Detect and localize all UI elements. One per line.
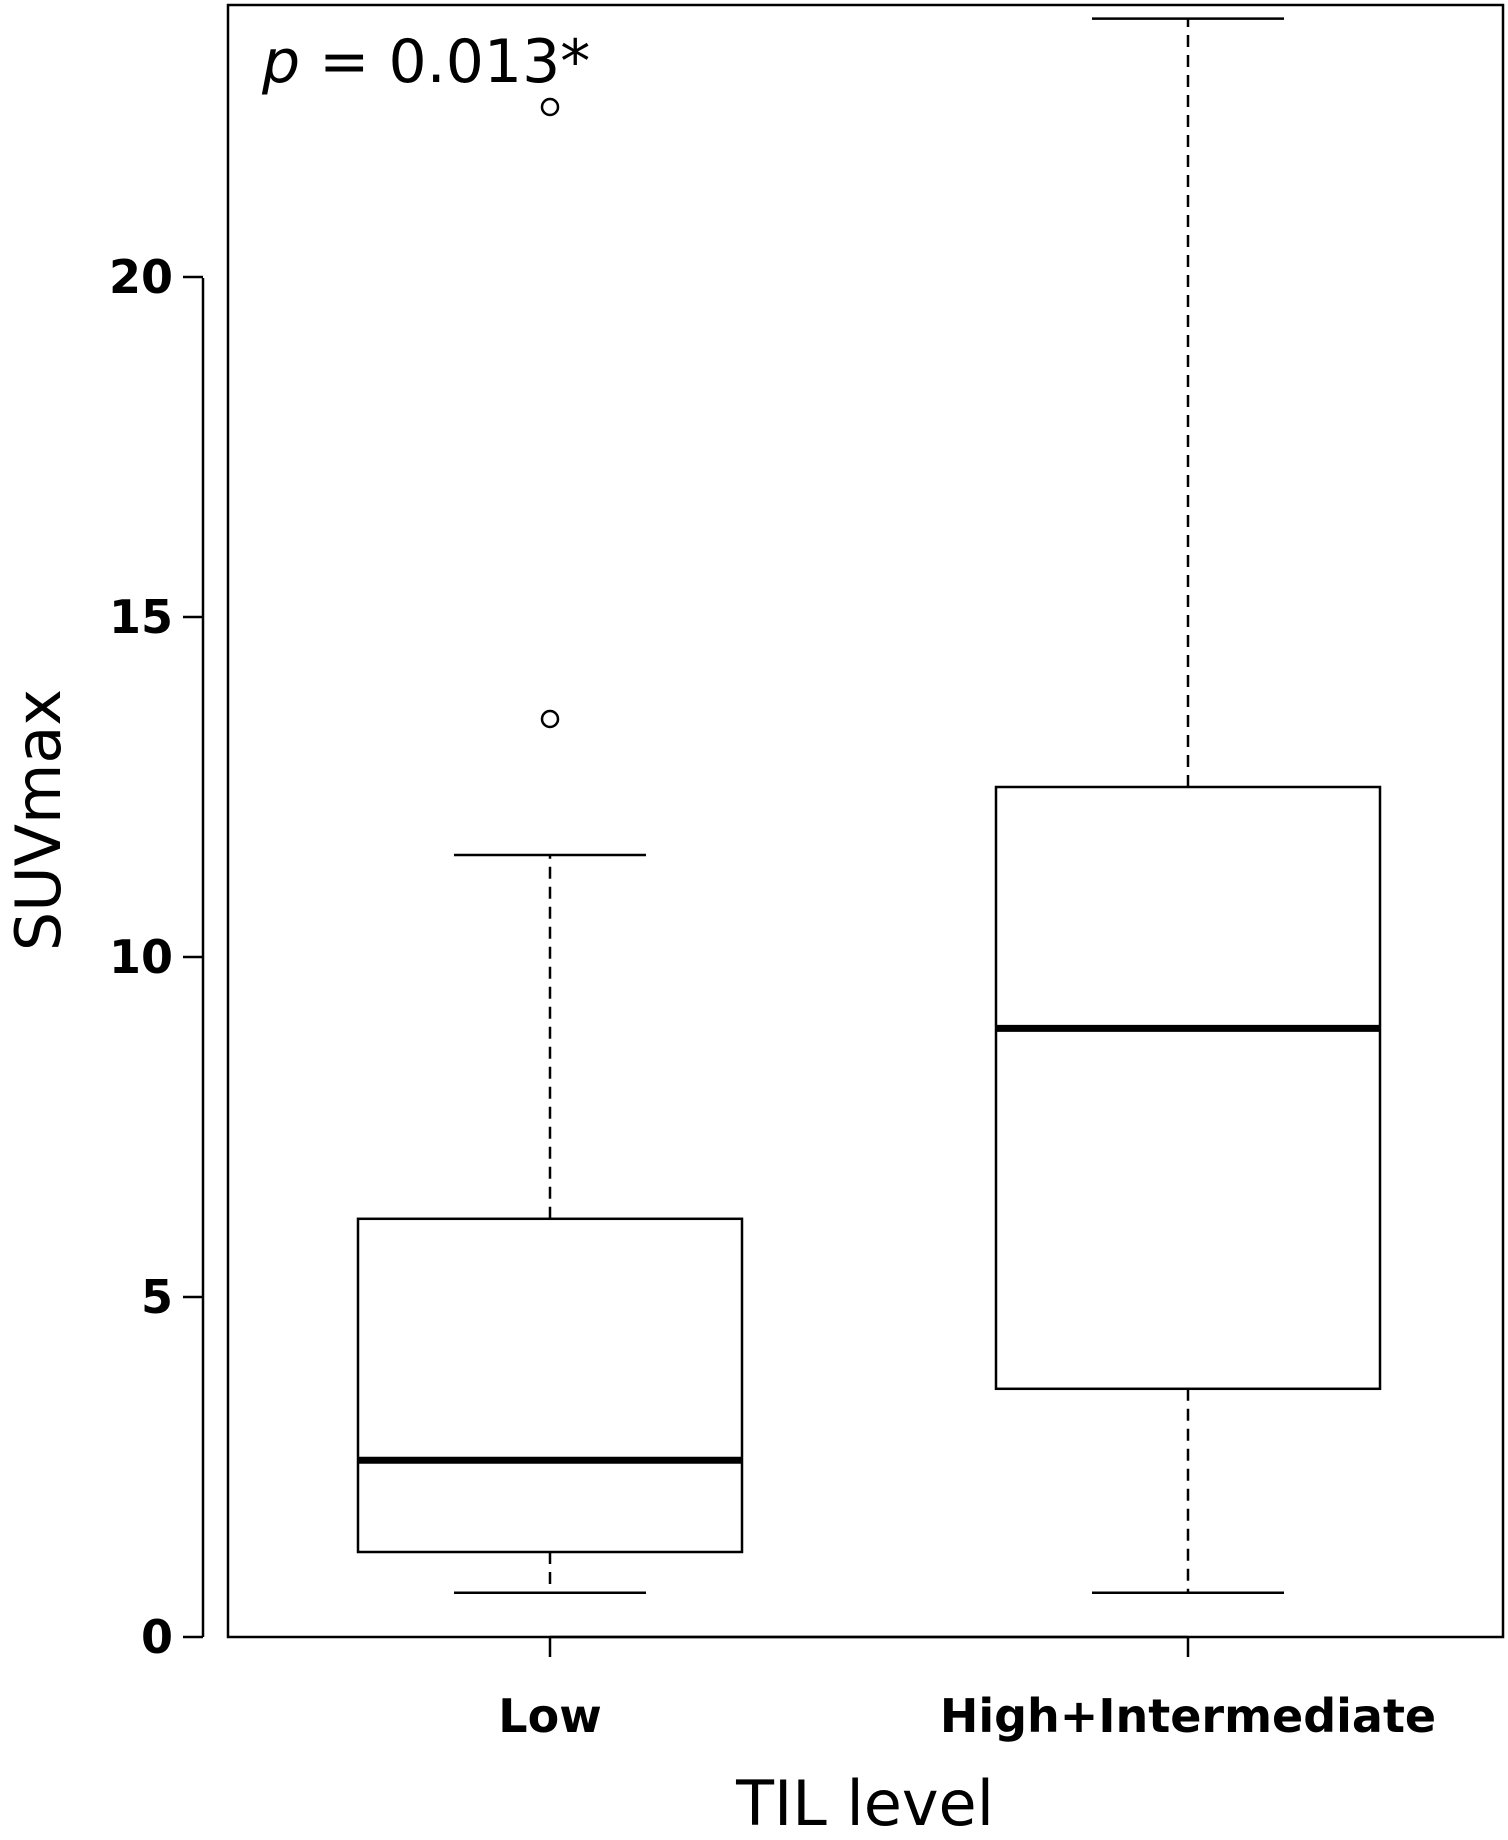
p-value-text: = 0.013* — [300, 27, 590, 97]
x-axis-title: TIL level — [735, 1767, 994, 1840]
x-tick-label: Low — [498, 1689, 601, 1743]
x-tick-label: High+Intermediate — [940, 1689, 1436, 1743]
outlier-point — [540, 97, 560, 117]
y-tick-label: 10 — [109, 930, 173, 984]
y-axis-title: SUVmax — [2, 689, 75, 951]
iqr-box — [994, 785, 1382, 1391]
y-tick-label: 0 — [141, 1610, 173, 1664]
boxes — [356, 17, 1382, 1595]
iqr-box — [356, 1217, 744, 1554]
p-value-annotation: p = 0.013* — [261, 27, 590, 97]
y-tick-label: 15 — [109, 590, 173, 644]
p-symbol: p — [261, 27, 300, 97]
y-tick-label: 20 — [109, 250, 173, 304]
outlier-point — [540, 709, 560, 729]
x-ticks: Low High+Intermediate — [498, 1637, 1436, 1743]
y-tick-label: 5 — [141, 1270, 173, 1324]
y-ticks: 0 5 10 15 20 — [109, 250, 203, 1664]
box-group — [994, 17, 1382, 1595]
box-group — [356, 97, 744, 1595]
